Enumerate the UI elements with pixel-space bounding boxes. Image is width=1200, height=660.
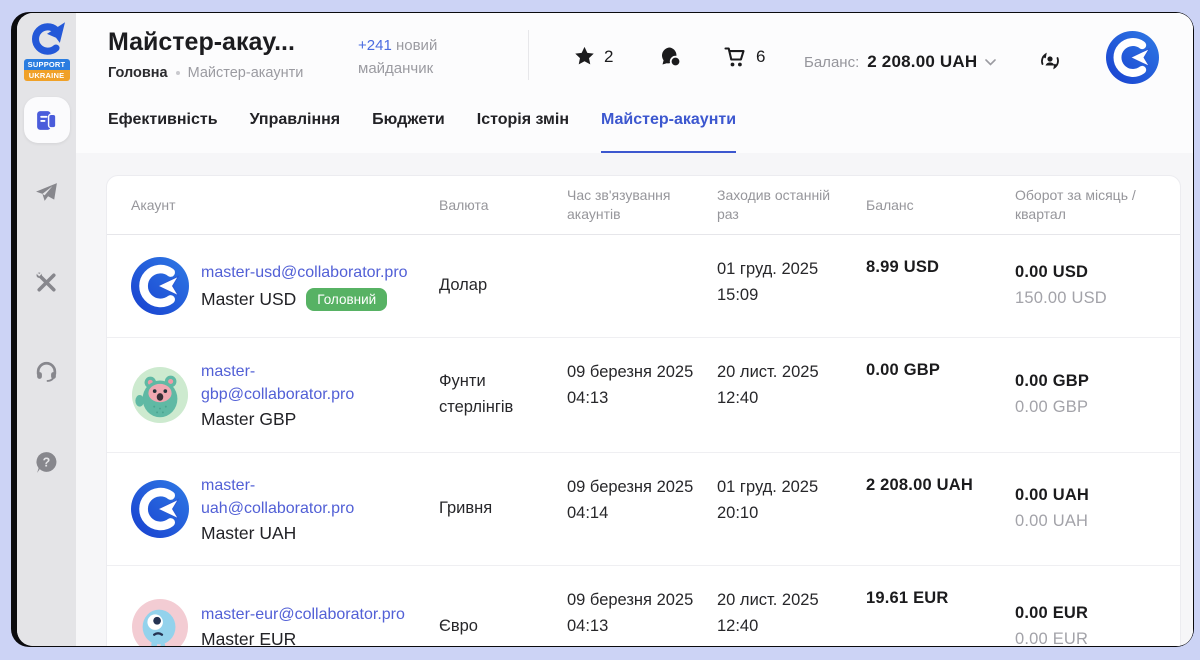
switch-account-button[interactable] [1038, 49, 1062, 73]
link-time-cell: 09 березня 2025 04:13 [567, 591, 694, 636]
switch-account-icon [1041, 52, 1059, 70]
col-header-currency: Валюта [439, 196, 489, 213]
last-visit-cell: 01 груд. 2025 20:10 [717, 478, 819, 523]
account-email-link[interactable]: master-usd@collaborator.pro [201, 264, 408, 282]
cart-icon [724, 47, 745, 67]
currency-cell: Гривня [439, 499, 493, 518]
tab-bar: Ефективність Управління Бюджети Історія … [76, 99, 1193, 153]
content-area: Акаунт Валюта Час зв'язування акаунтів З… [76, 153, 1193, 646]
balance-cell: 19.61 EUR [866, 589, 949, 607]
sidebar-item-tools[interactable] [24, 259, 70, 305]
sidebar-item-help[interactable]: ? [24, 439, 70, 485]
headphones-icon [36, 361, 57, 382]
balance-label: Баланс: [804, 53, 860, 71]
sidebar-item-support[interactable] [24, 347, 70, 393]
collaborator-logo[interactable]: SUPPORT UKRAINE [23, 21, 70, 81]
sidebar: SUPPORT UKRAINE [17, 13, 76, 646]
account-avatar-collaborator [131, 480, 189, 538]
balance-value: 2 208.00 UAH [867, 52, 978, 71]
turnover-cell: 0.00 EUR 0.00 EUR [1015, 603, 1089, 646]
link-time-cell [567, 235, 717, 256]
support-label: SUPPORT [23, 59, 70, 70]
turnover-cell: 0.00 GBP 0.00 GBP [1015, 372, 1090, 416]
tools-icon [36, 272, 56, 292]
balance-dropdown[interactable]: Баланс: 2 208.00 UAH [804, 52, 997, 72]
turnover-cell: 0.00 UAH 0.00 UAH [1015, 486, 1090, 530]
main-account-badge: Головний [306, 287, 388, 311]
ukraine-label: UKRAINE [23, 70, 70, 81]
chat-icon [662, 47, 682, 68]
tab-management[interactable]: Управління [249, 111, 341, 128]
new-sites-label: новий майданчик [358, 37, 438, 77]
favorites-button[interactable]: 2 [574, 46, 613, 67]
account-name: Master GBP [201, 409, 297, 430]
app-window: SUPPORT UKRAINE [17, 13, 1193, 646]
table-row-master-gbp[interactable]: master-gbp@collaborator.pro Master GBP Ф… [107, 338, 1180, 453]
col-header-account: Акаунт [131, 196, 176, 213]
account-email-link[interactable]: master-gbp@collaborator.pro [201, 362, 355, 403]
breadcrumb-current: Майстер-акаунти [187, 65, 304, 81]
page-title: Майстер-акау... [108, 28, 295, 56]
account-name: Master USD [201, 288, 297, 309]
account-email-link[interactable]: master-eur@collaborator.pro [201, 605, 405, 623]
app-window-frame: SUPPORT UKRAINE [11, 12, 1194, 647]
col-header-link-time: Час зв'язування акаунтів [567, 187, 671, 222]
messages-button[interactable] [660, 46, 682, 68]
support-ukraine-badge: SUPPORT UKRAINE [23, 59, 70, 81]
table-header-row: Акаунт Валюта Час зв'язування акаунтів З… [107, 176, 1180, 235]
table-row-master-uah[interactable]: master-uah@collaborator.pro Master UAH Г… [107, 453, 1180, 566]
table-row-master-usd[interactable]: master-usd@collaborator.pro Master USD Г… [107, 235, 1180, 338]
new-sites-link[interactable]: +241 новий майданчик [358, 35, 468, 80]
cart-count: 6 [756, 47, 766, 66]
account-avatar-collaborator [131, 257, 189, 315]
account-avatar-blue-monster [131, 598, 189, 646]
question-bubble-icon: ? [36, 451, 57, 473]
breadcrumb-separator-dot [175, 71, 180, 75]
collaborator-avatar-icon [1106, 31, 1159, 84]
currency-cell: Євро [439, 616, 478, 635]
accounts-table: Акаунт Валюта Час зв'язування акаунтів З… [106, 175, 1181, 646]
tab-master-accounts[interactable]: Майстер-акаунти [601, 111, 737, 153]
sidebar-item-news[interactable] [23, 97, 70, 143]
last-visit-cell: 20 лист. 2025 12:40 [717, 591, 819, 636]
link-time-cell: 09 березня 2025 04:13 [567, 363, 694, 408]
star-icon [575, 46, 594, 65]
chevron-down-icon [985, 58, 997, 66]
tab-efficiency[interactable]: Ефективність [108, 111, 218, 128]
breadcrumb-home-link[interactable]: Головна [108, 65, 168, 81]
col-header-turnover: Оборот за місяць / квартал [1015, 187, 1136, 222]
currency-cell: Долар [439, 276, 488, 295]
paper-plane-icon [36, 182, 57, 201]
sidebar-item-telegram[interactable] [24, 169, 70, 215]
new-sites-count: +241 [358, 37, 392, 54]
balance-cell: 0.00 GBP [866, 361, 941, 379]
collaborator-logo-icon [31, 22, 65, 55]
table-row-master-eur[interactable]: master-eur@collaborator.pro Master EUR Є… [107, 566, 1180, 646]
breadcrumb: Головна Майстер-акаунти [108, 65, 303, 81]
favorites-count: 2 [604, 46, 614, 66]
svg-text:?: ? [43, 455, 51, 469]
account-name: Master UAH [201, 523, 297, 544]
tab-budgets[interactable]: Бюджети [372, 111, 445, 128]
user-avatar[interactable] [1106, 31, 1159, 84]
link-time-cell: 09 березня 2025 04:14 [567, 478, 694, 523]
document-icon [37, 110, 57, 130]
account-email-link[interactable]: master-uah@collaborator.pro [201, 476, 355, 517]
cart-button[interactable]: 6 [724, 46, 765, 68]
last-visit-cell: 01 груд. 2025 15:09 [717, 260, 819, 305]
tab-history[interactable]: Історія змін [476, 111, 569, 128]
turnover-cell: 0.00 USD 150.00 USD [1015, 263, 1107, 307]
col-header-last-visit: Заходив останній раз [717, 187, 831, 222]
account-avatar-green-monster [131, 366, 189, 424]
currency-cell: Фунти стерлінгів [439, 372, 514, 416]
account-name: Master EUR [201, 629, 297, 646]
col-header-balance: Баланс [866, 196, 914, 213]
last-visit-cell: 20 лист. 2025 12:40 [717, 363, 819, 408]
page-header: Майстер-акау... Головна Майстер-акаунти … [76, 13, 1193, 99]
header-divider [528, 30, 529, 80]
balance-cell: 2 208.00 UAH [866, 476, 973, 494]
main-area: Майстер-акау... Головна Майстер-акаунти … [76, 13, 1193, 646]
balance-cell: 8.99 USD [866, 258, 940, 276]
